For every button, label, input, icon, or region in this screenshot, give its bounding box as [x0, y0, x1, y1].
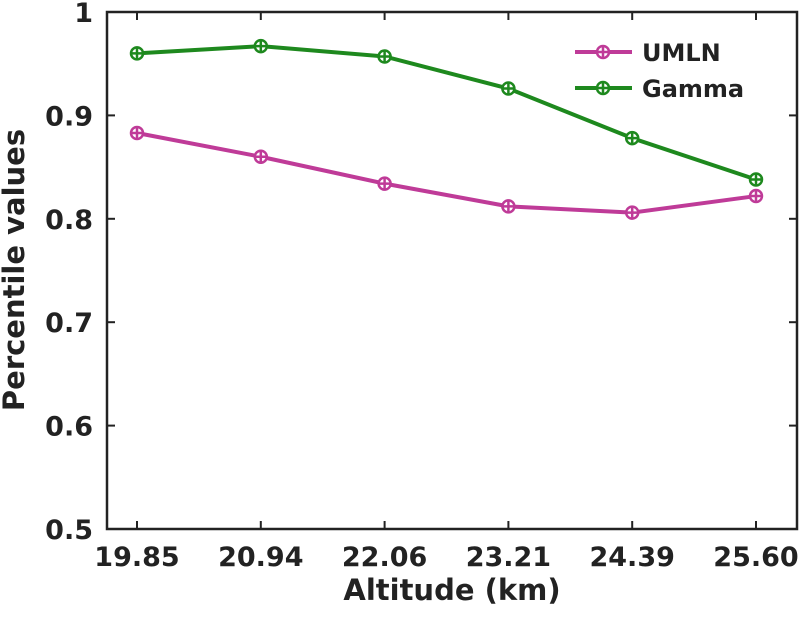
marker: [501, 81, 516, 96]
marker-plus: [749, 189, 763, 204]
marker: [129, 46, 145, 61]
y-tick-label: 1: [74, 0, 93, 29]
legend-label: UMLN: [642, 39, 721, 67]
marker: [748, 172, 764, 187]
y-axis-label: Percentile values: [0, 129, 31, 411]
marker: [748, 188, 764, 204]
x-tick-label: 25.60: [713, 542, 798, 573]
x-tick-label: 23.21: [466, 542, 551, 573]
series-line: [136, 131, 757, 215]
series-markers: [129, 38, 764, 187]
y-tick-label: 0.7: [45, 308, 93, 339]
marker-plus: [596, 45, 610, 59]
marker: [253, 149, 269, 165]
y-tick-label: 0.5: [45, 515, 93, 546]
marker: [595, 80, 611, 96]
marker: [253, 38, 269, 54]
marker-plus: [625, 205, 640, 220]
x-tick-label: 24.39: [589, 542, 674, 573]
series-line: [136, 44, 757, 182]
marker: [377, 49, 392, 64]
marker: [624, 130, 640, 146]
marker-plus: [130, 125, 144, 140]
x-axis-label: Altitude (km): [343, 573, 560, 607]
marker-plus: [377, 49, 392, 64]
marker-plus: [749, 172, 763, 187]
marker-plus: [625, 131, 640, 146]
series-markers: [129, 125, 764, 220]
marker-plus: [596, 81, 610, 95]
marker: [377, 176, 392, 191]
y-tick-label: 0.9: [45, 101, 93, 132]
marker-plus: [130, 46, 144, 61]
x-tick-label: 19.85: [94, 542, 179, 573]
y-tick-label: 0.6: [45, 412, 93, 443]
marker: [129, 125, 145, 141]
marker: [501, 199, 516, 214]
legend-label: Gamma: [642, 75, 744, 103]
marker: [595, 44, 611, 60]
marker: [624, 205, 640, 220]
y-tick-label: 0.8: [45, 205, 93, 236]
marker-plus: [377, 176, 392, 191]
marker-plus: [501, 81, 516, 96]
plot-frame: [105, 10, 799, 531]
x-tick-label: 20.94: [218, 542, 303, 573]
marker-plus: [253, 149, 268, 164]
x-tick-label: 22.06: [342, 542, 427, 573]
marker-plus: [501, 199, 516, 214]
marker-plus: [253, 39, 268, 54]
